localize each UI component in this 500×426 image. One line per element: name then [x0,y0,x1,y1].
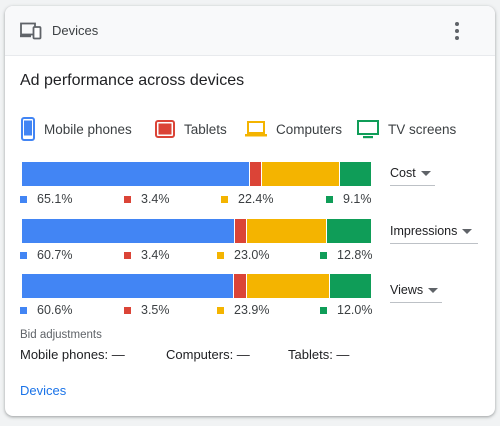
views-tv-value: 12.0% [320,303,372,317]
card-title: Devices [52,23,99,38]
views-computer-value: 23.9% [217,303,269,317]
bar-segment-mobile [22,219,235,243]
bar-segment-tv [339,162,371,186]
bar-segment-computer [261,162,340,186]
cost-bar [22,162,371,186]
impressions-tv-value: 12.8% [320,248,372,262]
impressions-mobile-value: 60.7% [20,248,72,262]
bar-segment-tv [326,219,371,243]
cost-tablet-value: 3.4% [124,192,170,206]
bar-segment-tablet [249,162,262,186]
card-header: Devices [5,6,495,56]
bid-computers: Computers: — [166,347,250,362]
chart-title: Ad performance across devices [20,72,245,89]
bid-mobile-phones: Mobile phones: — [20,347,125,362]
bar-segment-tablet [233,274,246,298]
tv-icon [357,119,379,138]
bar-segment-tablet [234,219,246,243]
tablet-icon [155,120,175,138]
devices-link[interactable]: Devices [20,383,67,398]
legend-tablets: Tablets [155,113,227,145]
cost-computer-value: 22.4% [221,192,273,206]
bar-segment-mobile [22,274,234,298]
views-mobile-value: 60.6% [20,303,72,317]
legend-mobile-phones: Mobile phones [21,113,132,145]
bar-segment-computer [245,219,327,243]
smartphone-icon [21,117,35,141]
legend-label: Tablets [184,121,227,137]
views-bar [22,274,371,298]
cost-metric-dropdown[interactable]: Cost [390,166,435,186]
dropdown-caret-icon [428,287,439,293]
views-metric-dropdown[interactable]: Views [390,283,442,303]
more-vert-icon[interactable] [445,18,469,44]
views-tablet-value: 3.5% [124,303,170,317]
cost-mobile-value: 65.1% [20,192,72,206]
impressions-computer-value: 23.0% [217,248,269,262]
bar-segment-mobile [22,162,250,186]
bar-segment-computer [245,274,330,298]
bar-segment-tv [329,274,371,298]
dropdown-caret-icon [420,170,431,176]
devices-icon [20,22,42,40]
legend-tv-screens: TV screens [357,113,456,145]
bid-adjustments-heading: Bid adjustments [20,329,102,341]
legend-computers: Computers [245,113,342,145]
impressions-bar [22,219,371,243]
impressions-tablet-value: 3.4% [124,248,170,262]
laptop-icon [245,121,267,137]
dropdown-caret-icon [462,228,473,234]
legend-label: Mobile phones [44,121,132,137]
legend-label: TV screens [388,121,457,137]
bid-tablets: Tablets: — [288,347,350,362]
cost-tv-value: 9.1% [326,192,372,206]
impressions-metric-dropdown[interactable]: Impressions [390,224,478,244]
legend-label: Computers [276,121,343,137]
devices-card: Devices Ad performance across devices Mo… [5,6,495,416]
